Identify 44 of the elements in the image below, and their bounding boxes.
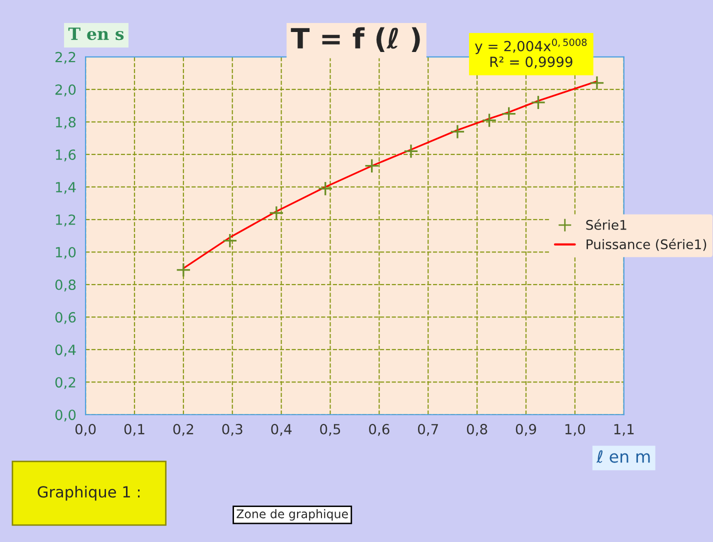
point — [364, 158, 380, 174]
x-tick-label: 1,0 — [565, 424, 586, 436]
point — [501, 106, 516, 122]
x-tick-label: 0,3 — [222, 424, 242, 436]
x-tick-label: 0,1 — [124, 424, 144, 436]
y-tick-label: 0,6 — [55, 312, 76, 324]
x-axis-title: ℓ en m — [596, 450, 650, 463]
y-tick-label: 1,0 — [56, 247, 76, 259]
point — [530, 95, 546, 110]
text: Zone de graphique — [236, 509, 348, 521]
legend-label: Série1 — [586, 219, 626, 230]
x-tick-label: 0,0 — [75, 424, 96, 436]
y-tick-label: 0,8 — [55, 280, 76, 292]
x-tick-label: 0,6 — [369, 424, 390, 436]
point — [450, 124, 465, 140]
x-tick-label: 0,8 — [466, 424, 488, 436]
point — [318, 181, 333, 196]
legend-label: Puissance (Série1) — [586, 238, 706, 251]
x-tick-label: 0,4 — [271, 424, 292, 436]
y-tick-label: 2,0 — [55, 84, 76, 96]
y-tick-label: 0,2 — [55, 377, 76, 389]
y-tick-label: 0,0 — [55, 410, 76, 422]
point — [176, 262, 191, 278]
annotation: R² = 0,9999 — [490, 56, 572, 68]
text: Graphique 1 : — [38, 486, 140, 501]
y-tick-label: 1,2 — [56, 214, 76, 226]
point — [222, 233, 238, 248]
point — [268, 206, 284, 220]
x-tick-label: 1,1 — [614, 424, 634, 436]
y-tick-label: 1,8 — [56, 116, 76, 129]
y-tick-label: 2,2 — [55, 52, 76, 64]
x-tick-label: 0,7 — [418, 424, 438, 436]
y-tick-label: 1,4 — [56, 182, 76, 194]
y-tick-label: 0,4 — [55, 344, 76, 356]
x-tick-label: 0,9 — [516, 424, 536, 436]
point — [482, 112, 497, 128]
y-axis-title: T en s — [68, 28, 124, 40]
text: y = 2,004x$^{0,5008}$ — [475, 38, 587, 54]
y-tick-label: 1,6 — [56, 149, 76, 162]
x-tick-label: 0,5 — [320, 424, 340, 436]
x-tick-label: 0,2 — [173, 424, 194, 436]
point — [404, 144, 418, 159]
chart-title: T = f (ℓ ) — [290, 27, 420, 52]
point — [590, 76, 604, 90]
